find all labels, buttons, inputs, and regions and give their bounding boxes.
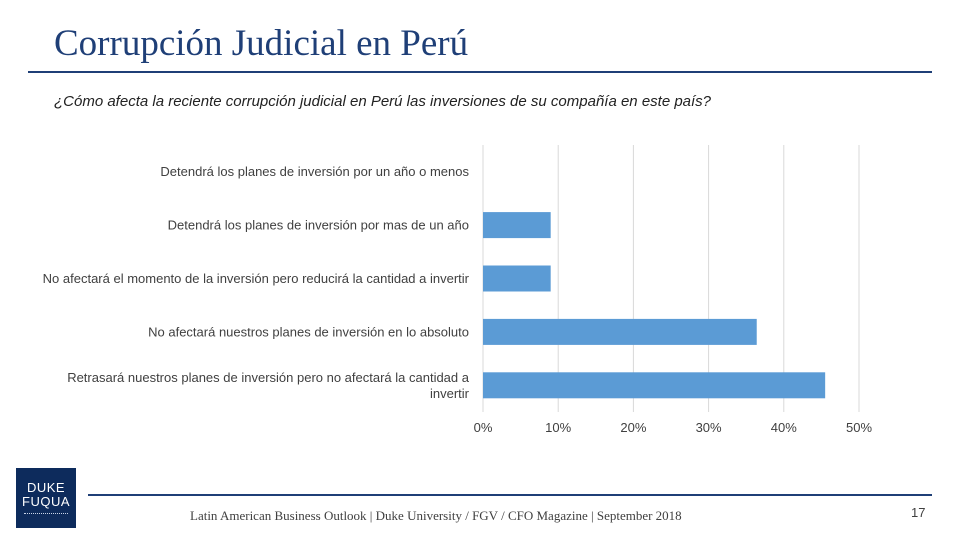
survey-question: ¿Cómo afecta la reciente corrupción judi…	[54, 93, 712, 110]
category-label: No afectará el momento de la inversión p…	[43, 271, 470, 286]
x-tick-label: 0%	[474, 420, 493, 435]
footer-divider	[88, 494, 932, 496]
logo-line-2: FUQUA	[22, 493, 70, 509]
logo-underline	[24, 512, 68, 516]
bar	[483, 265, 551, 292]
category-label: Detendrá los planes de inversión por un …	[160, 164, 469, 179]
category-label: Detendrá los planes de inversión por mas…	[168, 218, 469, 233]
bar	[483, 372, 826, 399]
x-tick-label: 40%	[771, 420, 797, 435]
slide-title: Corrupción Judicial en Perú	[54, 23, 469, 64]
logo-line-1: DUKE	[26, 479, 66, 495]
bar	[483, 212, 551, 239]
title-divider	[28, 71, 932, 73]
duke-fuqua-logo: DUKE FUQUA	[16, 468, 76, 528]
x-tick-label: 50%	[846, 420, 872, 435]
bar	[483, 318, 757, 345]
x-tick-label: 20%	[620, 420, 646, 435]
x-tick-label: 10%	[545, 420, 571, 435]
footer-source: Latin American Business Outlook | Duke U…	[190, 508, 682, 523]
category-label: Retrasará nuestros planes de inversión p…	[67, 370, 470, 401]
category-label: No afectará nuestros planes de inversión…	[148, 324, 469, 339]
page-number: 17	[911, 505, 926, 520]
x-tick-label: 30%	[696, 420, 722, 435]
